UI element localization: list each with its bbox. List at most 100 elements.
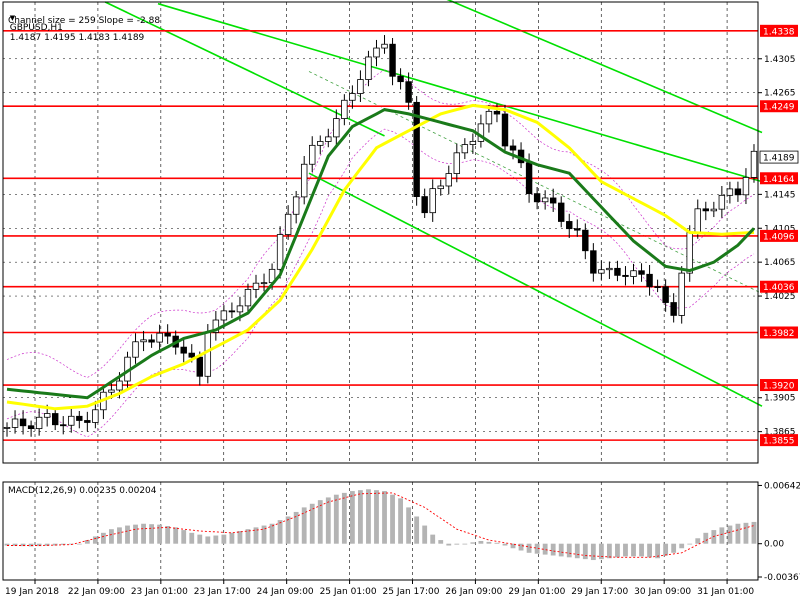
macd-histogram-bar <box>84 540 90 544</box>
candle-body <box>43 413 51 418</box>
macd-histogram-bar <box>647 543 652 558</box>
symbol-label: GBPUSD,H1 <box>9 23 63 33</box>
candle-body <box>357 79 364 94</box>
chart-header: ▼ GBPUSD,H1 1.4187 1.4195 1.4183 1.4189 <box>4 3 145 43</box>
macd-axis: 0.00642 0.00 -0.00367 <box>758 481 800 583</box>
candle-body <box>180 346 187 354</box>
candle-body <box>525 162 533 195</box>
macd-histogram-bar <box>598 543 604 560</box>
macd-histogram-bar <box>253 527 259 544</box>
macd-histogram-bar <box>486 541 492 544</box>
level-tag-label: 1.3855 <box>763 437 795 447</box>
candle-body <box>228 310 236 313</box>
macd-histogram-bar <box>36 543 42 547</box>
candle-body <box>92 409 99 423</box>
macd-histogram-bar <box>711 530 717 544</box>
candle-body <box>509 145 517 151</box>
price-panel-border <box>2 1 759 464</box>
macd-histogram-bar <box>390 494 395 544</box>
macd-histogram-bar <box>454 543 460 545</box>
candle-body <box>156 332 163 343</box>
macd-histogram-bar <box>189 532 195 544</box>
macd-histogram-bar <box>422 525 428 544</box>
macd-histogram-bar <box>631 543 636 557</box>
macd-histogram-bar <box>4 543 10 546</box>
candle-body <box>582 229 589 252</box>
candle-body <box>244 288 252 307</box>
macd-histogram-bar <box>671 543 677 553</box>
candle-body <box>614 267 621 276</box>
y-tick-label: 1.4145 <box>764 190 796 200</box>
candle-body <box>493 110 501 115</box>
level-tag <box>760 326 798 339</box>
macd-histogram-bar <box>12 543 18 546</box>
candle-body <box>116 380 123 391</box>
macd-histogram-bar <box>470 542 476 544</box>
macd-histogram-bar <box>398 498 403 544</box>
macd-panel <box>4 489 757 561</box>
macd-histogram-bar <box>205 536 211 544</box>
macd-histogram-bar <box>526 543 532 553</box>
candle-body <box>574 228 581 231</box>
macd-histogram-bar <box>261 525 267 544</box>
envelope-upper <box>6 69 755 378</box>
level-tag <box>760 100 798 113</box>
candle-body <box>413 101 420 197</box>
level-tag-label: 1.4249 <box>763 103 795 113</box>
current-price-tag <box>759 150 799 164</box>
candle-body <box>309 144 316 165</box>
candle-body <box>381 43 388 49</box>
macd-histogram-bar <box>333 494 339 544</box>
macd-histogram-bar <box>309 503 315 544</box>
level-tag <box>760 280 798 293</box>
candle-body <box>132 341 139 358</box>
macd-histogram-bar <box>590 543 596 561</box>
macd-histogram-bar <box>574 543 580 559</box>
macd-histogram-bar <box>165 526 171 544</box>
macd-histogram-bar <box>133 524 138 544</box>
channel-lower-line <box>308 172 763 407</box>
level-tag-label: 1.4096 <box>763 232 795 242</box>
y-tick-label: 1.4065 <box>764 258 796 268</box>
level-tag <box>760 379 798 392</box>
macd-panel-border <box>2 481 759 581</box>
channel-info: Channel size = 259 Slope = -2.88 <box>8 16 161 26</box>
candle-body <box>734 188 742 196</box>
macd-histogram-bar <box>727 525 733 544</box>
candle-body <box>405 81 412 103</box>
y-tick-label: 1.4105 <box>764 224 796 234</box>
macd-histogram-bar <box>462 543 468 545</box>
y-tick-label: 1.3905 <box>764 394 796 404</box>
x-tick-label: 19 Jan 2018 <box>5 587 59 597</box>
macd-histogram-bar <box>518 543 524 551</box>
macd-histogram-bar <box>751 521 757 544</box>
candle-body <box>341 99 348 119</box>
level-tag-label: 1.3920 <box>763 382 795 392</box>
candle-body <box>365 56 372 80</box>
macd-histogram-bar <box>534 543 540 554</box>
macd-histogram-bar <box>358 490 363 544</box>
dropdown-triangle-icon[interactable]: ▼ <box>9 14 16 22</box>
candle-body <box>276 234 284 270</box>
level-tag-label: 1.4164 <box>763 175 795 185</box>
candle-body <box>389 43 396 77</box>
macd-y-tick-label: 0.00 <box>764 540 784 550</box>
macd-histogram-bar <box>687 543 693 545</box>
macd-histogram-bar <box>703 532 709 544</box>
macd-histogram-bar <box>735 523 741 544</box>
candle-body <box>638 270 645 275</box>
x-tick-label: 24 Jan 09:00 <box>257 587 314 597</box>
candle-body <box>606 267 613 271</box>
support-resistance-levels <box>3 30 758 441</box>
candle-body <box>445 173 452 187</box>
candle-body <box>236 305 244 313</box>
macd-histogram-bar <box>615 543 620 558</box>
candle-body <box>558 202 565 222</box>
x-tick-label: 31 Jan 01:00 <box>697 587 754 597</box>
level-tag-label: 1.3982 <box>763 329 795 339</box>
candle-body <box>726 188 734 196</box>
candle-body <box>710 208 718 212</box>
x-tick-label: 25 Jan 17:00 <box>383 587 440 597</box>
candle-body <box>397 75 404 83</box>
